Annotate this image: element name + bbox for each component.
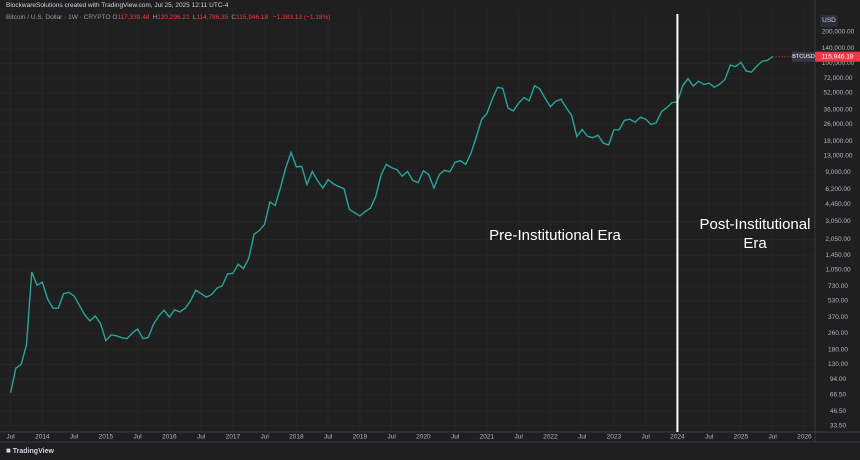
y-tick-label: 1,450.00 xyxy=(825,252,851,259)
y-tick-label: 94.00 xyxy=(830,376,847,383)
x-tick-label: 2019 xyxy=(353,434,368,441)
x-tick-label: Jul xyxy=(705,434,714,441)
x-tick-label: 2023 xyxy=(607,434,622,441)
symbol-tag-label: BTCUSD xyxy=(792,54,815,60)
y-tick-label: 36,000.00 xyxy=(824,106,853,113)
y-tick-label: 100,000.00 xyxy=(822,60,855,67)
price-tag-label: 115,946.18 xyxy=(821,53,853,60)
brand: TradingView xyxy=(12,448,54,455)
x-tick-label: 2021 xyxy=(480,434,495,441)
y-tick-label: 2,050.00 xyxy=(825,236,851,243)
x-tick-label: Jul xyxy=(70,434,79,441)
change: −1,383.13 (−1.18%) xyxy=(272,14,331,21)
ohlc-key: O xyxy=(112,14,118,21)
y-tick-label: 46.50 xyxy=(830,408,847,415)
y-tick-label: 9,000.00 xyxy=(825,169,851,176)
y-tick-label: 4,450.00 xyxy=(825,201,851,208)
ohlc-key: L xyxy=(192,14,197,21)
ohlc-value: 115,946.18 xyxy=(236,14,269,21)
x-tick-label: 2018 xyxy=(289,434,304,441)
currency-badge[interactable]: USD xyxy=(820,15,838,27)
ohlc-value: 120,296.21 xyxy=(157,14,190,21)
ohlc-value: 114,786.35 xyxy=(196,14,229,21)
x-tick-label: 2014 xyxy=(35,434,50,441)
price-line xyxy=(9,56,774,393)
annotation: Post-Institutional Era xyxy=(699,216,811,252)
x-tick-label: Jul xyxy=(451,434,460,441)
axis-panel xyxy=(815,0,860,442)
x-tick-label: Jul xyxy=(324,434,333,441)
x-tick-label: Jul xyxy=(133,434,142,441)
x-tick-label: Jul xyxy=(514,434,523,441)
x-tick-label: 2022 xyxy=(543,434,558,441)
credit: BlockwareSolutions created with TradingV… xyxy=(6,2,229,9)
x-tick-label: 2015 xyxy=(99,434,114,441)
x-tick-label: 2017 xyxy=(226,434,241,441)
x-tick-label: 2025 xyxy=(734,434,749,441)
y-tick-label: 200,000.00 xyxy=(822,29,855,36)
price-tag xyxy=(815,51,860,62)
x-tick-label: 2016 xyxy=(162,434,177,441)
y-tick-label: 260.00 xyxy=(828,330,848,337)
x-tick-label: Jul xyxy=(260,434,269,441)
x-tick-label: Jul xyxy=(197,434,206,441)
y-tick-label: 180.00 xyxy=(828,346,848,353)
x-tick-label: Jul xyxy=(769,434,778,441)
x-tick-label: 2026 xyxy=(797,434,812,441)
y-tick-label: 26,000.00 xyxy=(824,121,853,128)
x-tick-label: Jul xyxy=(641,434,650,441)
annotation: Pre-Institutional Era xyxy=(489,227,621,244)
y-tick-label: 66.50 xyxy=(830,392,847,399)
symbol-tag xyxy=(792,51,815,62)
footer-brand: ■ TradingView xyxy=(6,446,54,455)
ohlc-value: 117,339.48 xyxy=(117,14,150,21)
x-tick-label: Jul xyxy=(578,434,587,441)
legend-line: Bitcoin / U.S. Dollar · 1W · CRYPTO O117… xyxy=(6,14,330,21)
ohlc: O117,339.48 H120,296.21 L114,786.35 C115,94… xyxy=(112,14,271,21)
y-tick-label: 1,050.00 xyxy=(825,267,851,274)
y-tick-label: 3,050.00 xyxy=(825,218,851,225)
y-tick-label: 52,000.00 xyxy=(824,90,853,97)
y-tick-label: 33.50 xyxy=(830,423,847,430)
symbol: Bitcoin / U.S. Dollar · 1W · CRYPTO xyxy=(6,14,111,21)
y-tick-label: 18,000.00 xyxy=(824,138,853,145)
x-tick-label: Jul xyxy=(6,434,15,441)
y-tick-label: 730.00 xyxy=(828,283,848,290)
y-tick-label: 6,200.00 xyxy=(825,186,851,193)
y-tick-label: 72,000.00 xyxy=(824,75,853,82)
y-tick-label: 13,000.00 xyxy=(824,153,853,160)
x-tick-label: 2020 xyxy=(416,434,431,441)
y-tick-label: 530.00 xyxy=(828,298,848,305)
y-tick-label: 370.00 xyxy=(828,314,848,321)
y-tick-label: 130.00 xyxy=(828,361,848,368)
y-tick-label: 140,000.00 xyxy=(822,45,855,52)
x-tick-label: 2024 xyxy=(670,434,685,441)
ohlc-key: H xyxy=(152,14,158,21)
x-tick-label: Jul xyxy=(387,434,396,441)
ohlc-key: C xyxy=(231,14,237,21)
